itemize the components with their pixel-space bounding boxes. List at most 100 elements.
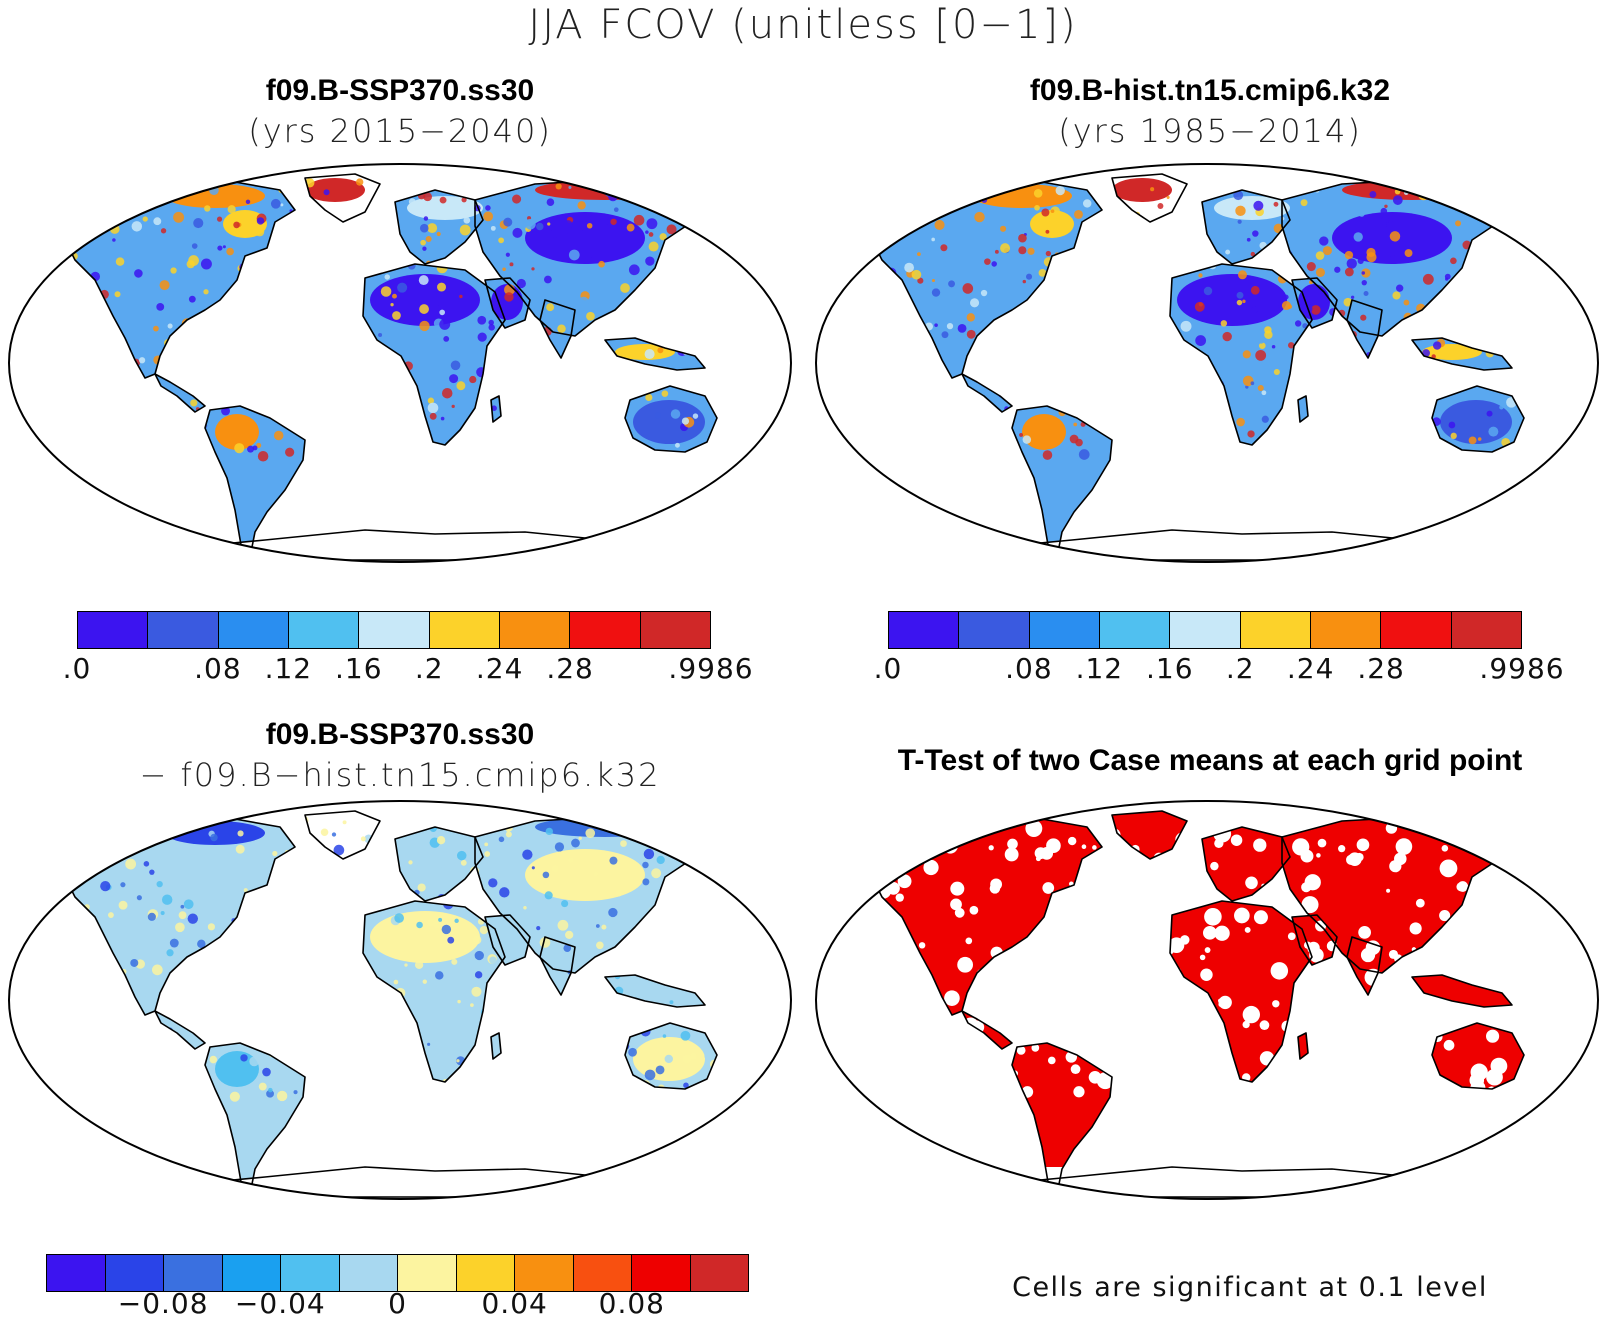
field-speckle [948, 280, 956, 288]
non-significant-cell [1189, 897, 1194, 903]
field-speckle [191, 332, 200, 341]
field-speckle [264, 936, 271, 943]
field-speckle [523, 965, 534, 976]
non-significant-cell [1353, 987, 1360, 994]
field-speckle [1273, 369, 1280, 376]
non-significant-cell [1199, 954, 1206, 961]
map-case [8, 163, 792, 563]
field-speckle [1353, 232, 1363, 242]
field-speckle [527, 420, 532, 425]
field-speckle [1237, 219, 1242, 224]
field-speckle [328, 311, 337, 320]
field-speckle [397, 282, 408, 293]
field-speckle [1069, 434, 1079, 444]
field-speckle [1393, 387, 1404, 397]
field-speckle [113, 216, 120, 223]
field-speckle [116, 1048, 126, 1057]
field-speckle [251, 966, 262, 978]
non-significant-cell [1253, 838, 1267, 852]
field-speckle [118, 900, 128, 910]
field-speckle [675, 442, 680, 448]
field-speckle [454, 918, 459, 924]
field-speckle [255, 227, 265, 237]
field-speckle [1361, 279, 1367, 286]
field-speckle [361, 1012, 370, 1021]
field-speckle [1134, 215, 1138, 220]
field-speckle [109, 449, 117, 458]
field-speckle [427, 351, 434, 358]
field-speckle [384, 274, 390, 280]
field-speckle [201, 177, 209, 184]
field-speckle [1360, 314, 1367, 321]
non-significant-cell [1386, 888, 1391, 893]
field-speckle [563, 220, 573, 230]
field-speckle [555, 191, 561, 197]
non-significant-cell [1067, 836, 1077, 846]
field-speckle [1093, 187, 1102, 196]
field-speckle [661, 390, 669, 397]
field-speckle [1357, 257, 1364, 265]
field-speckle [89, 359, 100, 370]
continent-north-america [872, 182, 1102, 378]
field-speckle [375, 394, 383, 402]
field-speckle [474, 971, 483, 979]
field-speckle [1422, 273, 1434, 285]
field-speckle [341, 331, 351, 340]
field-speckle [628, 264, 640, 276]
field-speckle [269, 1028, 274, 1034]
non-significant-cell [1118, 1002, 1129, 1013]
non-significant-cell [931, 1083, 949, 1101]
colorbar-cell [570, 612, 641, 648]
field-speckle [1261, 390, 1267, 396]
non-significant-cell [1477, 948, 1487, 958]
field-speckle [1451, 369, 1461, 379]
field-speckle [1361, 271, 1366, 275]
field-speckle [536, 423, 547, 433]
field-patch-australia [633, 400, 705, 444]
field-speckle [1029, 388, 1039, 399]
field-speckle [69, 1040, 77, 1047]
field-speckle [364, 977, 376, 988]
field-speckle [76, 1014, 83, 1020]
field-speckle [1450, 303, 1461, 315]
field-speckle [193, 217, 204, 229]
colorbar-cell [1099, 612, 1171, 648]
coastline-australia [1431, 1022, 1525, 1090]
field-speckle [419, 865, 427, 874]
non-significant-cell [1409, 922, 1422, 935]
field-speckle [1038, 269, 1047, 277]
field-speckle [354, 1029, 362, 1037]
field-speckle [142, 216, 148, 222]
non-significant-cell [909, 983, 922, 996]
field-speckle [494, 1069, 502, 1078]
field-speckle [384, 840, 389, 845]
field-speckle [1462, 381, 1467, 386]
non-significant-cell [880, 837, 897, 854]
field-speckle [1323, 429, 1335, 441]
field-speckle [984, 258, 991, 265]
field-speckle [1482, 238, 1489, 245]
field-speckle [300, 1043, 306, 1049]
field-speckle [378, 233, 387, 242]
field-speckle [1100, 319, 1108, 326]
field-speckle [425, 235, 432, 242]
field-speckle [660, 840, 666, 846]
field-speckle [459, 294, 463, 299]
colorbar-tick-label: .0 [62, 652, 92, 685]
field-speckle [1363, 290, 1369, 296]
non-significant-cell [1158, 940, 1175, 957]
field-speckle [83, 954, 87, 959]
colorbar-cell [640, 612, 710, 648]
field-speckle [159, 280, 170, 291]
field-speckle [620, 840, 627, 847]
field-speckle [1313, 377, 1321, 385]
field-speckle [334, 1031, 341, 1039]
field-speckle [357, 1002, 366, 1011]
field-speckle [1250, 381, 1255, 386]
field-speckle [1177, 364, 1188, 375]
field-speckle [924, 430, 931, 437]
field-speckle [81, 814, 90, 823]
map-frame [815, 163, 1599, 563]
field-speckle [341, 1056, 353, 1067]
field-speckle [903, 317, 912, 327]
